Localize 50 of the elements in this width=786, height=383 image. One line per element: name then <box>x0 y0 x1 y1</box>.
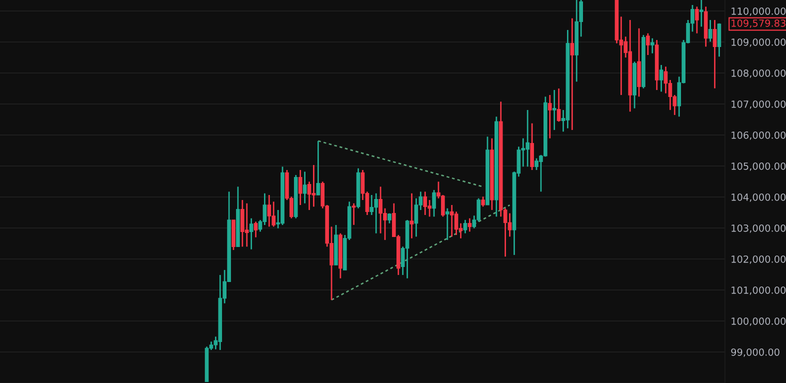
y-tick-label: 103,000.00 <box>732 224 786 233</box>
candlestick <box>262 192 267 226</box>
candlestick <box>450 204 454 238</box>
candlestick <box>659 64 664 92</box>
text: 109,579.83 <box>732 19 786 28</box>
candlestick <box>370 194 374 216</box>
candlestick <box>410 192 414 240</box>
candlestick <box>312 164 316 208</box>
candlestick <box>468 218 472 232</box>
candlestick <box>423 190 428 216</box>
candlestick <box>432 189 436 218</box>
candlestick <box>244 202 249 248</box>
candlestick <box>699 0 704 28</box>
candlestick <box>712 19 717 90</box>
candlestick <box>463 219 468 234</box>
candlestick <box>302 170 307 204</box>
candlestick <box>664 66 668 94</box>
candlestick <box>445 208 450 241</box>
candlestick <box>530 122 534 171</box>
y-tick-label: 101,000.00 <box>732 286 786 295</box>
candlestick <box>717 22 722 58</box>
y-tick-label: 100,000.00 <box>732 317 786 326</box>
candlestick <box>650 38 654 54</box>
candlestick <box>267 194 272 228</box>
candlestick <box>548 94 552 140</box>
candlestick <box>570 18 574 131</box>
y-tick-label: 104,000.00 <box>732 193 786 202</box>
candlestick <box>508 212 512 238</box>
candlestick <box>307 180 312 211</box>
y-tick-label: 106,000.00 <box>732 131 786 140</box>
candlestick <box>556 88 561 122</box>
candlestick <box>352 202 356 226</box>
candlestick <box>646 32 650 56</box>
y-tick-label: 105,000.00 <box>732 162 786 171</box>
candlestick <box>249 218 254 250</box>
y-tick-label: 99,000.00 <box>731 348 780 357</box>
y-tick-label: 108,000.00 <box>732 69 786 78</box>
candlestick <box>414 198 418 238</box>
candlestick <box>481 196 485 208</box>
candlestick <box>695 6 699 34</box>
candlestick <box>552 89 556 131</box>
y-tick-label: 109,000.00 <box>732 38 786 47</box>
candlestick <box>316 140 320 196</box>
y-tick-label: 107,000.00 <box>732 100 786 109</box>
candlestick <box>254 220 258 238</box>
candlestick <box>298 169 302 206</box>
y-tick-label: 102,000.00 <box>732 255 786 264</box>
y-tick-label: 110,000.00 <box>732 7 786 16</box>
candlestick <box>454 210 458 236</box>
candlestick <box>708 19 712 42</box>
